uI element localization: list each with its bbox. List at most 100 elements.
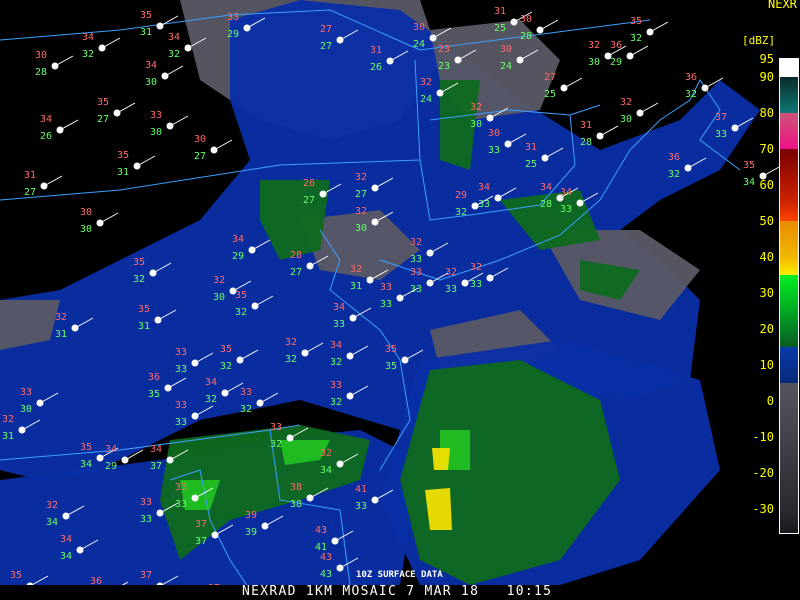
- colorbar-tick-label: 50: [759, 214, 774, 228]
- station-plot: 33 33: [175, 347, 214, 375]
- station-temperature: 31: [24, 170, 36, 181]
- station-plot: 35 32: [630, 16, 669, 44]
- radar-echo-green: [580, 260, 640, 300]
- station-plot: 35 32: [235, 290, 274, 318]
- station-marker-icon: [684, 164, 692, 172]
- station-plot: 35 32: [133, 257, 172, 285]
- station-dewpoint: 24: [413, 39, 425, 50]
- station-marker-icon: [62, 512, 70, 520]
- station-marker-icon: [56, 126, 64, 134]
- station-marker-icon: [536, 26, 544, 34]
- station-dewpoint: 27: [290, 267, 302, 278]
- station-temperature: 34: [145, 60, 157, 71]
- station-marker-icon: [426, 249, 434, 257]
- boundary-line: [0, 9, 651, 51]
- station-plot: 35 34: [80, 442, 119, 470]
- station-marker-icon: [71, 324, 79, 332]
- station-plot: 31 27: [24, 170, 63, 198]
- station-marker-icon: [76, 546, 84, 554]
- station-plot: 32 31: [55, 312, 94, 340]
- radar-echo-green: [260, 180, 330, 260]
- station-plot: 34 34: [60, 534, 99, 562]
- station-dewpoint: 33: [488, 145, 500, 156]
- station-temperature: 37: [715, 112, 727, 123]
- station-marker-icon: [429, 34, 437, 42]
- station-plot: 38 38: [290, 482, 329, 510]
- station-marker-icon: [336, 564, 344, 572]
- station-dewpoint: 32: [270, 439, 282, 450]
- boundary-line: [0, 424, 301, 461]
- station-plot: 30 27: [194, 134, 233, 162]
- station-dewpoint: 31: [117, 167, 129, 178]
- station-temperature: 32: [420, 77, 432, 88]
- station-temperature: 30: [35, 50, 47, 61]
- station-marker-icon: [576, 199, 584, 207]
- station-temperature: 36: [148, 372, 160, 383]
- station-marker-icon: [436, 89, 444, 97]
- station-temperature: 32: [320, 448, 332, 459]
- station-plot: 37 33: [715, 112, 754, 140]
- station-temperature: 33: [227, 12, 239, 23]
- station-plot: 31 25: [494, 6, 533, 34]
- station-dewpoint: 32: [685, 89, 697, 100]
- radar-echo-brightgreen: [280, 440, 330, 465]
- station-dewpoint: 43: [320, 569, 332, 580]
- station-dewpoint: 37: [195, 536, 207, 547]
- station-dewpoint: 32: [82, 49, 94, 60]
- station-marker-icon: [346, 392, 354, 400]
- station-temperature: 35: [235, 290, 247, 301]
- station-plot: 33 32: [240, 387, 279, 415]
- colorbar-tick-label: 0: [766, 394, 774, 408]
- radar-echo-gray: [0, 300, 60, 350]
- station-plot: 33 32: [270, 422, 309, 450]
- station-plot: 32 31: [2, 414, 41, 442]
- station-temperature: 35: [97, 97, 109, 108]
- station-plot: 35 31: [140, 10, 179, 38]
- station-plot: 32 33: [470, 262, 509, 290]
- station-plot: 30 30: [80, 207, 119, 235]
- station-temperature: 28: [290, 250, 302, 261]
- station-plot: 36 35: [148, 372, 187, 400]
- station-dewpoint: 31: [55, 329, 67, 340]
- station-dewpoint: 31: [2, 431, 14, 442]
- station-plot: 41 33: [355, 484, 394, 512]
- station-plot: 34 37: [150, 444, 189, 472]
- station-plot: 30 28: [35, 50, 74, 78]
- station-temperature: 32: [588, 40, 600, 51]
- colorbar-tick-label: 70: [759, 142, 774, 156]
- station-temperature: 35: [220, 344, 232, 355]
- station-temperature: 34: [330, 340, 342, 351]
- station-temperature: 35: [385, 344, 397, 355]
- station-marker-icon: [261, 522, 269, 530]
- station-marker-icon: [98, 44, 106, 52]
- station-temperature: 35: [140, 10, 152, 21]
- station-dewpoint: 30: [213, 292, 225, 303]
- station-marker-icon: [256, 399, 264, 407]
- station-marker-icon: [636, 109, 644, 117]
- station-plot: 26 27: [303, 178, 342, 206]
- station-dewpoint: 27: [303, 195, 315, 206]
- legend-title: NEXR: [768, 0, 797, 11]
- station-temperature: 34: [540, 182, 552, 193]
- station-marker-icon: [191, 494, 199, 502]
- station-plot: 28 27: [290, 250, 329, 278]
- station-dewpoint: 25: [494, 23, 506, 34]
- station-marker-icon: [229, 287, 237, 295]
- station-temperature: 33: [380, 282, 392, 293]
- station-temperature: 36: [668, 152, 680, 163]
- station-dewpoint: 32: [133, 274, 145, 285]
- station-dewpoint: 33: [445, 284, 457, 295]
- station-plot: 33 30: [20, 387, 59, 415]
- station-plot: 33 32: [330, 380, 369, 408]
- station-temperature: 32: [55, 312, 67, 323]
- station-dewpoint: 32: [285, 354, 297, 365]
- station-temperature: 39: [245, 510, 257, 521]
- station-temperature: 31: [494, 6, 506, 17]
- station-marker-icon: [560, 84, 568, 92]
- colorbar-tick-label: 80: [759, 106, 774, 120]
- station-temperature: 33: [175, 482, 187, 493]
- station-plot: 39 39: [245, 510, 284, 538]
- station-marker-icon: [96, 454, 104, 462]
- legend-unit: [dBZ]: [742, 34, 776, 47]
- station-plot: 34 30: [145, 60, 184, 88]
